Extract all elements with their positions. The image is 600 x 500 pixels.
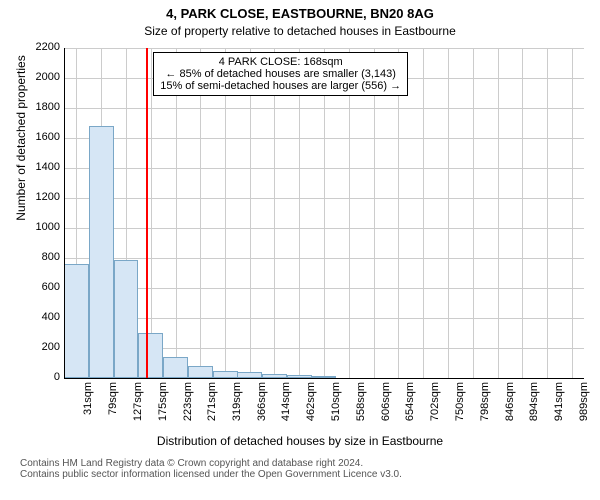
x-tick-label: 558sqm <box>355 382 367 432</box>
chart-container: 4, PARK CLOSE, EASTBOURNE, BN20 8AG Size… <box>0 0 600 500</box>
x-tick-label: 750sqm <box>454 382 466 432</box>
x-tick-label: 462sqm <box>305 382 317 432</box>
reference-line <box>146 48 148 378</box>
annotation-line: 15% of semi-detached houses are larger (… <box>160 80 401 92</box>
x-tick-label: 127sqm <box>132 382 144 432</box>
x-tick-label: 654sqm <box>404 382 416 432</box>
histogram-bar <box>163 357 188 378</box>
x-tick-label: 175sqm <box>157 382 169 432</box>
gridline-v <box>176 48 177 378</box>
x-axis-label: Distribution of detached houses by size … <box>0 434 600 448</box>
x-tick-label: 606sqm <box>380 382 392 432</box>
y-tick-label: 1000 <box>20 221 60 233</box>
x-tick-label: 366sqm <box>256 382 268 432</box>
x-tick-label: 271sqm <box>206 382 218 432</box>
x-tick-label: 79sqm <box>107 382 119 432</box>
histogram-bar <box>138 333 163 378</box>
gridline-v <box>151 48 152 378</box>
footer-line-2: Contains public sector information licen… <box>20 469 402 480</box>
histogram-bar <box>213 371 238 379</box>
x-tick-label: 510sqm <box>330 382 342 432</box>
x-tick-label: 223sqm <box>182 382 194 432</box>
gridline-v <box>522 48 523 378</box>
annotation-line: 4 PARK CLOSE: 168sqm <box>160 56 401 68</box>
y-tick-label: 1800 <box>20 101 60 113</box>
annotation-box: 4 PARK CLOSE: 168sqm← 85% of detached ho… <box>153 52 408 96</box>
y-tick-label: 600 <box>20 281 60 293</box>
x-tick-label: 798sqm <box>479 382 491 432</box>
gridline-v <box>299 48 300 378</box>
x-tick-label: 894sqm <box>528 382 540 432</box>
x-tick-label: 941sqm <box>553 382 565 432</box>
y-tick-label: 1200 <box>20 191 60 203</box>
y-tick-label: 1400 <box>20 161 60 173</box>
histogram-bar <box>188 366 213 378</box>
x-tick-label: 31sqm <box>82 382 94 432</box>
x-tick-label: 319sqm <box>231 382 243 432</box>
x-tick-label: 414sqm <box>280 382 292 432</box>
gridline-v <box>349 48 350 378</box>
gridline-v <box>423 48 424 378</box>
footer: Contains HM Land Registry data © Crown c… <box>20 458 402 480</box>
y-tick-label: 2000 <box>20 71 60 83</box>
gridline-v <box>324 48 325 378</box>
gridline-v <box>572 48 573 378</box>
y-tick-label: 0 <box>20 371 60 383</box>
gridline-v <box>274 48 275 378</box>
gridline-v <box>473 48 474 378</box>
x-axis-line <box>64 378 584 379</box>
footer-line-1: Contains HM Land Registry data © Crown c… <box>20 458 402 469</box>
chart-title: 4, PARK CLOSE, EASTBOURNE, BN20 8AG <box>0 6 600 21</box>
chart-subtitle: Size of property relative to detached ho… <box>0 24 600 38</box>
gridline-v <box>448 48 449 378</box>
histogram-bar <box>64 264 89 378</box>
y-tick-label: 2200 <box>20 41 60 53</box>
y-tick-label: 1600 <box>20 131 60 143</box>
gridline-v <box>498 48 499 378</box>
x-tick-label: 989sqm <box>578 382 590 432</box>
gridline-v <box>225 48 226 378</box>
gridline-v <box>398 48 399 378</box>
y-tick-label: 200 <box>20 341 60 353</box>
x-tick-label: 846sqm <box>504 382 516 432</box>
x-tick-label: 702sqm <box>429 382 441 432</box>
y-axis-line <box>64 48 65 378</box>
gridline-v <box>250 48 251 378</box>
annotation-line: ← 85% of detached houses are smaller (3,… <box>160 68 401 80</box>
gridline-v <box>200 48 201 378</box>
gridline-v <box>374 48 375 378</box>
y-tick-label: 800 <box>20 251 60 263</box>
y-tick-label: 400 <box>20 311 60 323</box>
histogram-bar <box>89 126 114 378</box>
gridline-v <box>547 48 548 378</box>
histogram-bar <box>114 260 139 379</box>
